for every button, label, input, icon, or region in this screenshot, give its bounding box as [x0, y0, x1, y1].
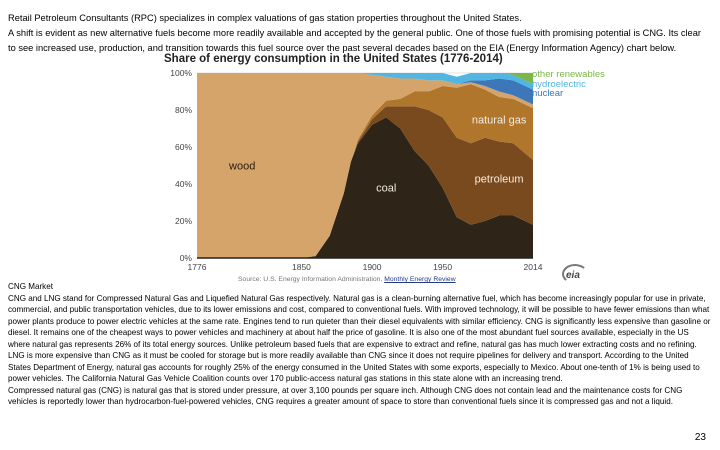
area-label-coal: coal: [376, 183, 396, 195]
area-natural-gas: [197, 84, 533, 258]
intro-paragraph-1: Retail Petroleum Consultants (RPC) speci…: [8, 13, 522, 23]
intro-text: Retail Petroleum Consultants (RPC) speci…: [8, 11, 708, 57]
chart-legend: other renewables hydroelectric nuclear: [532, 70, 605, 99]
area-label-wood: wood: [228, 161, 255, 173]
x-tick-label-3: 1950: [433, 262, 452, 272]
legend-nuclear: nuclear: [532, 88, 564, 99]
y-tick-label-1: 20%: [175, 216, 192, 226]
x-tick-label-0: 1776: [188, 262, 207, 272]
area-other-renewables: [197, 73, 533, 85]
y-tick-label-5: 100%: [170, 68, 192, 78]
area-coal: [197, 117, 533, 259]
body-paragraph-1: CNG and LNG stand for Compressed Natural…: [8, 293, 711, 384]
area-hydroelectric: [197, 73, 533, 90]
body-paragraph-2: Compressed natural gas (CNG) is natural …: [8, 385, 683, 407]
area-petroleum: [197, 106, 533, 258]
area-label-natural-gas: natural gas: [472, 114, 527, 126]
y-tick-label-2: 40%: [175, 179, 192, 189]
y-tick-label-3: 60%: [175, 142, 192, 152]
legend-hydroelectric: hydroelectric: [532, 78, 586, 90]
cng-market-section: CNG Market CNG and LNG stand for Compres…: [8, 281, 711, 408]
section-heading: CNG Market: [8, 282, 53, 291]
intro-paragraph-2: A shift is evident as new alternative fu…: [8, 28, 701, 54]
page-number: 23: [694, 432, 706, 443]
y-tick-label-4: 80%: [175, 105, 192, 115]
legend-other-renewables: other renewables: [532, 69, 605, 80]
area-label-petroleum: petroleum: [475, 173, 524, 185]
y-tick-label-0: 0%: [180, 253, 193, 263]
area-nuclear: [197, 73, 533, 105]
area-wood: [197, 73, 533, 258]
x-tick-label-4: 2014: [524, 262, 543, 272]
x-tick-label-1: 1850: [292, 262, 311, 272]
x-tick-label-2: 1900: [363, 262, 382, 272]
eia-logo-text: eia: [566, 270, 580, 281]
